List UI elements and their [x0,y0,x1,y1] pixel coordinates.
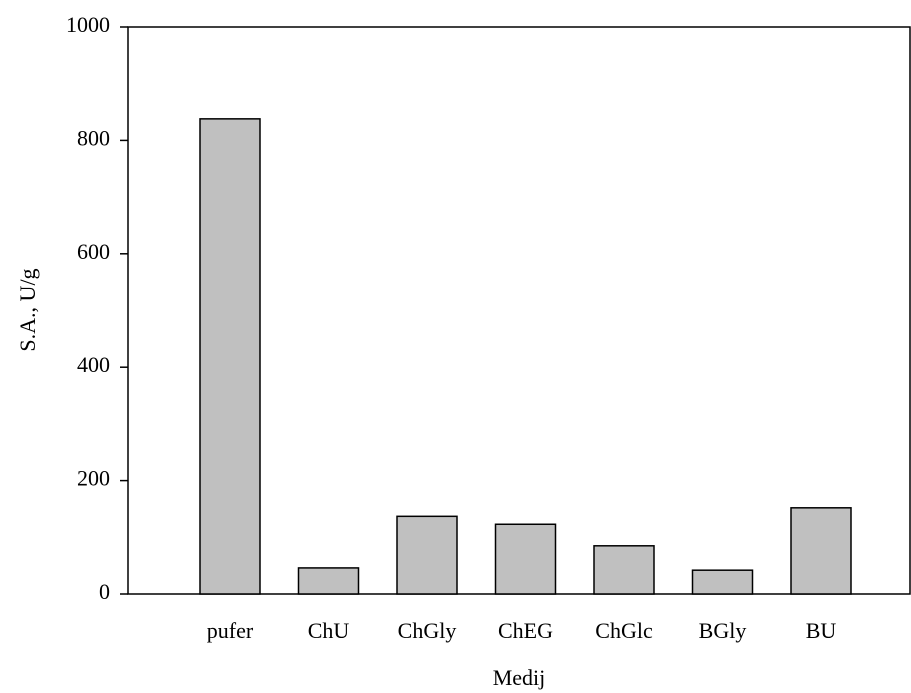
bar [199,118,261,595]
x-tick-label: ChEG [498,618,553,643]
bar [691,569,754,595]
y-axis-title: S.A., U/g [15,268,40,351]
bar [396,515,458,595]
x-tick-label: BU [806,618,837,643]
bar [790,507,852,595]
y-tick-label: 600 [77,239,110,264]
y-tick-label: 1000 [66,12,110,37]
x-tick-label: ChU [308,618,350,643]
bar [494,523,557,595]
x-tick-label: pufer [207,618,254,643]
bar [593,545,655,595]
x-axis-title: Medij [493,665,546,690]
x-tick-label: ChGly [398,618,457,643]
bar [297,567,360,595]
y-tick-label: 800 [77,125,110,150]
x-tick-label: ChGlc [595,618,653,643]
y-tick-label: 400 [77,352,110,377]
x-tick-label: BGly [699,618,747,643]
y-tick-label: 200 [77,466,110,491]
y-tick-label: 0 [99,579,110,604]
